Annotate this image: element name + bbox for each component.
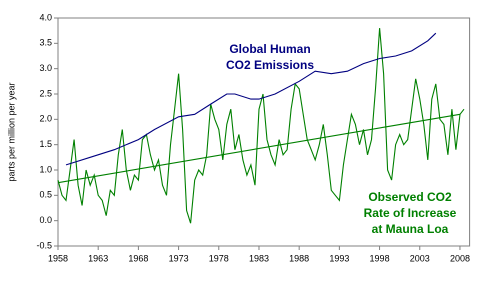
- y-tick-label: 1.5: [39, 139, 52, 149]
- annotation: Global Human: [229, 42, 310, 56]
- plot-frame: [57, 17, 471, 247]
- y-tick-label: -0.5: [36, 240, 52, 250]
- series-line: [65, 32, 437, 166]
- x-tick-label: 2008: [450, 253, 470, 263]
- x-tick-label: 1998: [370, 253, 390, 263]
- annotation: Observed CO2: [368, 190, 452, 204]
- x-tick-label: 1958: [48, 253, 68, 263]
- y-axis-label: parts per million per year: [6, 82, 16, 181]
- y-tick-label: 3.5: [39, 38, 52, 48]
- annotation: at Mauna Loa: [372, 222, 449, 236]
- x-tick-label: 1963: [88, 253, 108, 263]
- y-tick-label: 3.0: [39, 63, 52, 73]
- y-tick-label: 4.0: [39, 12, 52, 22]
- annotation: CO2 Emissions: [226, 58, 314, 72]
- series-line: [57, 28, 465, 224]
- y-tick-label: 2.5: [39, 88, 52, 98]
- x-tick-label: 1988: [289, 253, 309, 263]
- x-tick-label: 1983: [249, 253, 269, 263]
- y-tick-label: 0.0: [39, 215, 52, 225]
- series-line: [57, 113, 461, 184]
- x-tick-label: 1968: [128, 253, 148, 263]
- y-tick-label: 0.5: [39, 190, 52, 200]
- x-tick-label: 1978: [209, 253, 229, 263]
- y-tick-label: 1.0: [39, 164, 52, 174]
- annotation: Rate of Increase: [364, 206, 457, 220]
- x-tick-label: 1973: [169, 253, 189, 263]
- x-tick-label: 1993: [329, 253, 349, 263]
- y-tick-label: 2.0: [39, 114, 52, 124]
- x-tick-label: 2003: [410, 253, 430, 263]
